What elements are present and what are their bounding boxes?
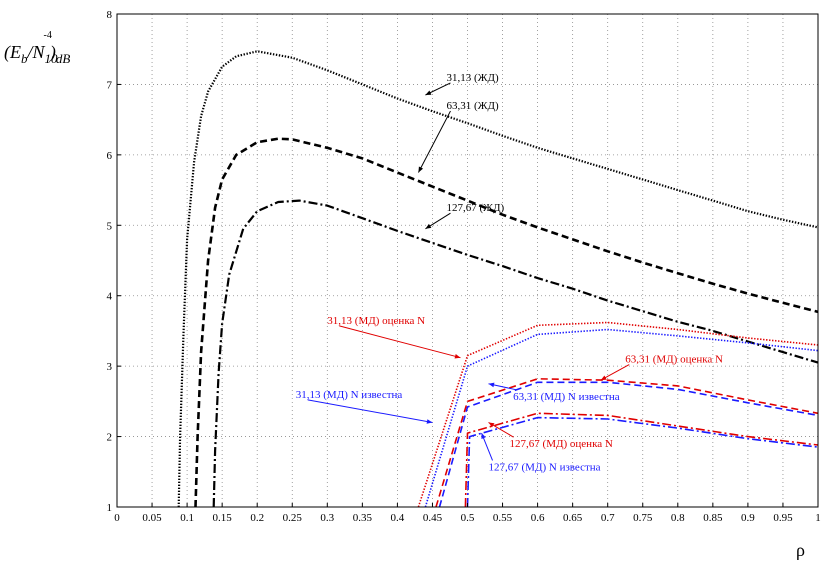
x-tick-label: 0.95	[773, 512, 793, 524]
annotation-label: 127,67 (МД) N известна	[489, 461, 601, 473]
series-layer	[177, 50, 819, 508]
x-tick-label: 0.85	[703, 512, 723, 524]
series-line-1	[194, 137, 819, 508]
y-tick-label: 4	[107, 291, 113, 303]
x-tick-label: 0.65	[563, 512, 583, 524]
annotation-label: 63,31 (МД) N известна	[513, 391, 620, 403]
series-line-7	[464, 412, 819, 508]
annotations: 31,13 (ЖД) 63,31 (ЖД) 127,67 (ЖД) 31,13 (МД…	[296, 72, 723, 473]
x-tick-label: 0.25	[283, 512, 303, 524]
x-tick-label: 0.8	[671, 512, 685, 524]
series-line-3	[417, 321, 819, 508]
y-tick-label: 2	[107, 432, 113, 444]
x-tick-label: 0.1	[180, 512, 194, 524]
annotation-arrow	[417, 110, 451, 173]
x-tick-label: 0.05	[142, 512, 162, 524]
annotation-label: 31,13 (МД) оценка N	[327, 315, 425, 327]
ticks: 0 0.05 0.1 0.15 0.2 0.25 0.3 0.35 0.4 0.45 0.5 0.55…	[107, 9, 821, 524]
x-tick-label: 0.35	[353, 512, 373, 524]
series-line-8	[466, 416, 819, 508]
x-tick-label: 0.2	[250, 512, 264, 524]
y-tick-label: 1	[107, 502, 113, 514]
annotation-arrow	[307, 399, 433, 423]
series-line-0	[177, 50, 819, 508]
y-tick-label: 8	[107, 9, 113, 21]
annotation-label: 31,13 (МД) N известна	[296, 389, 403, 401]
annotation-label: 127,67 (ЖД)	[446, 202, 504, 214]
y-tick-label: 3	[107, 361, 113, 373]
series-line-2	[212, 199, 819, 508]
annotation-label: 63,31 (МД) оценка N	[625, 354, 723, 366]
series-line-4	[424, 328, 819, 508]
x-tick-label: 0.5	[461, 512, 475, 524]
series-line-5	[435, 378, 819, 508]
annotation-arrowhead	[488, 382, 495, 388]
x-tick-label: 0.75	[633, 512, 653, 524]
x-tick-label: 0.6	[531, 512, 545, 524]
x-tick-label: 0	[114, 512, 120, 524]
annotation-label: 63,31 (ЖД)	[446, 100, 499, 112]
x-tick-label: 0.3	[320, 512, 334, 524]
y-tick-label: 5	[107, 220, 113, 232]
annotation-arrowhead	[418, 166, 424, 173]
y-tick-label: 7	[107, 79, 113, 91]
y-axis-label: (Eb/N10-4)dB	[4, 30, 70, 66]
x-tick-label: 0.15	[213, 512, 233, 524]
annotation-arrowhead	[426, 419, 433, 424]
y-tick-label: 6	[107, 150, 113, 162]
annotation-arrowhead	[425, 223, 432, 229]
x-tick-label: 0.55	[493, 512, 513, 524]
x-axis-label: ρ	[796, 540, 805, 560]
annotation-arrowhead	[488, 422, 495, 428]
x-tick-label: 0.7	[601, 512, 615, 524]
annotation-arrowhead	[481, 433, 486, 440]
grid	[117, 14, 818, 507]
annotation-label: 31,13 (ЖД)	[446, 72, 499, 84]
series-line-6	[438, 381, 819, 508]
x-tick-label: 1	[815, 512, 821, 524]
annotation-arrowhead	[454, 354, 461, 359]
annotation-arrowhead	[425, 90, 432, 95]
x-tick-label: 0.9	[741, 512, 755, 524]
annotation-label: 127,67 (МД) оценка N	[510, 438, 613, 450]
annotation-arrow	[339, 325, 461, 359]
x-tick-label: 0.45	[423, 512, 443, 524]
annotation-arrowhead	[600, 375, 607, 381]
x-tick-label: 0.4	[391, 512, 405, 524]
